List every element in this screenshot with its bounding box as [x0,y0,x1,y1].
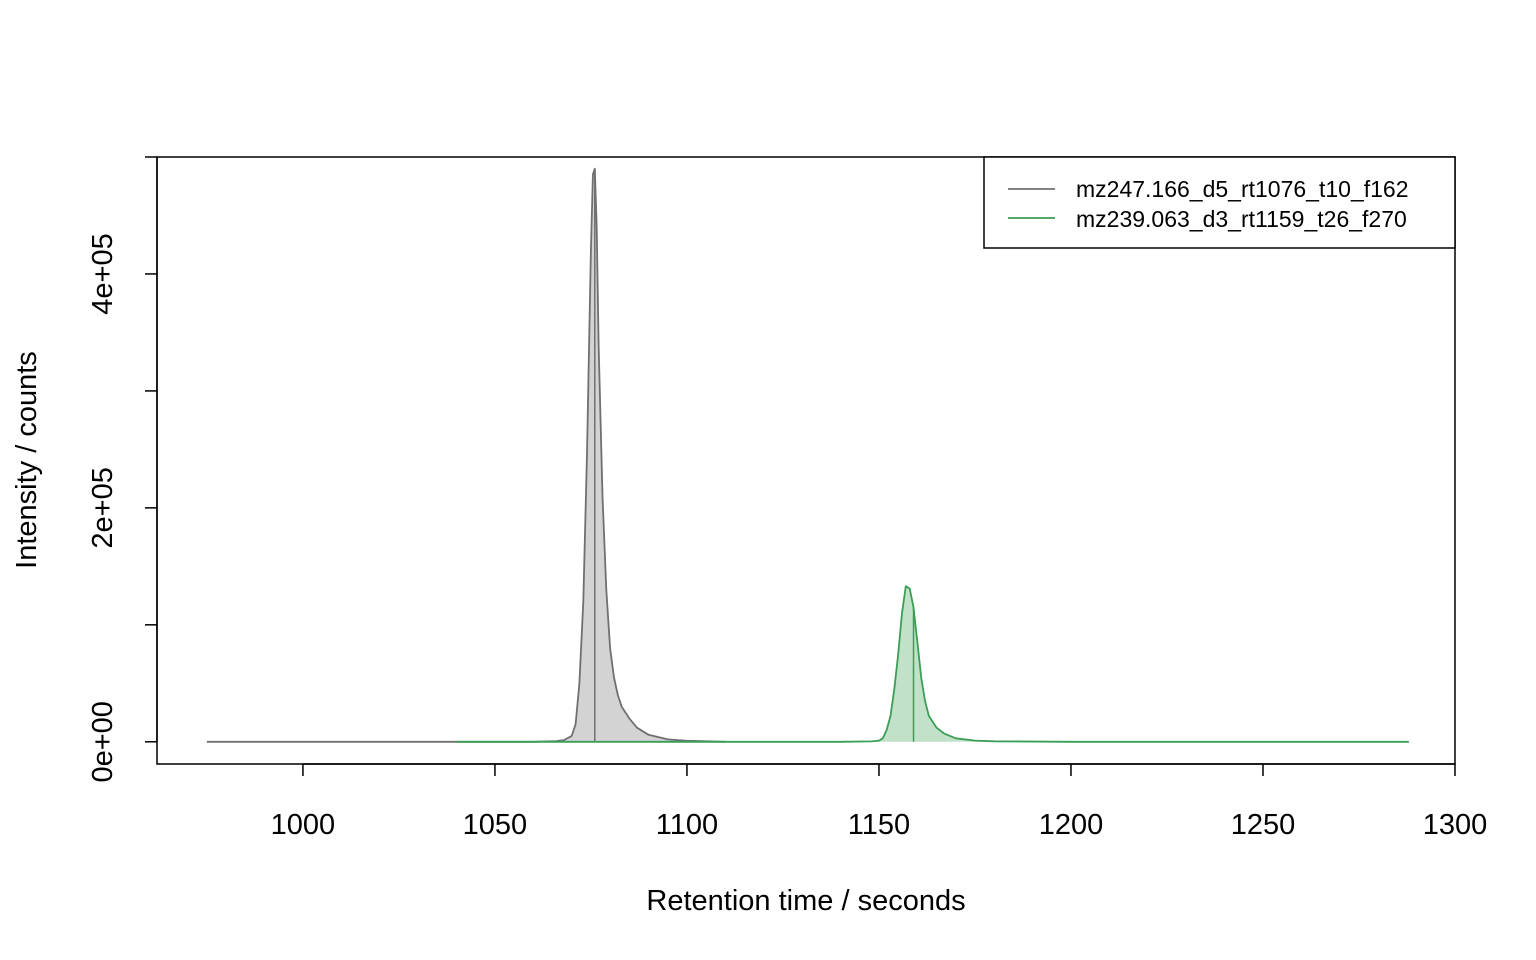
series-1-line [206,167,726,743]
x-tick-label: 1250 [1231,809,1296,841]
x-tick-label: 1300 [1423,809,1488,841]
x-tick-label: 1000 [271,809,336,841]
legend-label-series-2: mz239.063_d3_rt1159_t26_f270 [1076,206,1407,232]
y-axis-label: Intensity / counts [11,351,43,569]
plot-area [206,167,1409,743]
x-tick-label: 1150 [848,809,910,841]
legend-label-series-1: mz247.166_d5_rt1076_t10_f162 [1076,176,1409,202]
x-tick-label: 1050 [463,809,528,841]
y-tick-label: 4e+05 [87,233,119,314]
x-tick-label: 1100 [656,809,718,841]
series-1-area [206,168,726,742]
series-2-line [456,585,1409,743]
legend: mz247.166_d5_rt1076_t10_f162 mz239.063_d… [983,156,1456,249]
y-tick-label: 2e+05 [87,467,119,548]
legend-box [983,156,1456,249]
x-axis: 1000 1050 1100 1150 1200 1250 1300 [271,763,1488,841]
x-tick-label: 1200 [1039,809,1104,841]
y-tick-label: 0e+00 [87,701,119,782]
x-axis-label: Retention time / seconds [646,885,965,917]
y-axis: 0e+00 2e+05 4e+05 [87,156,158,783]
